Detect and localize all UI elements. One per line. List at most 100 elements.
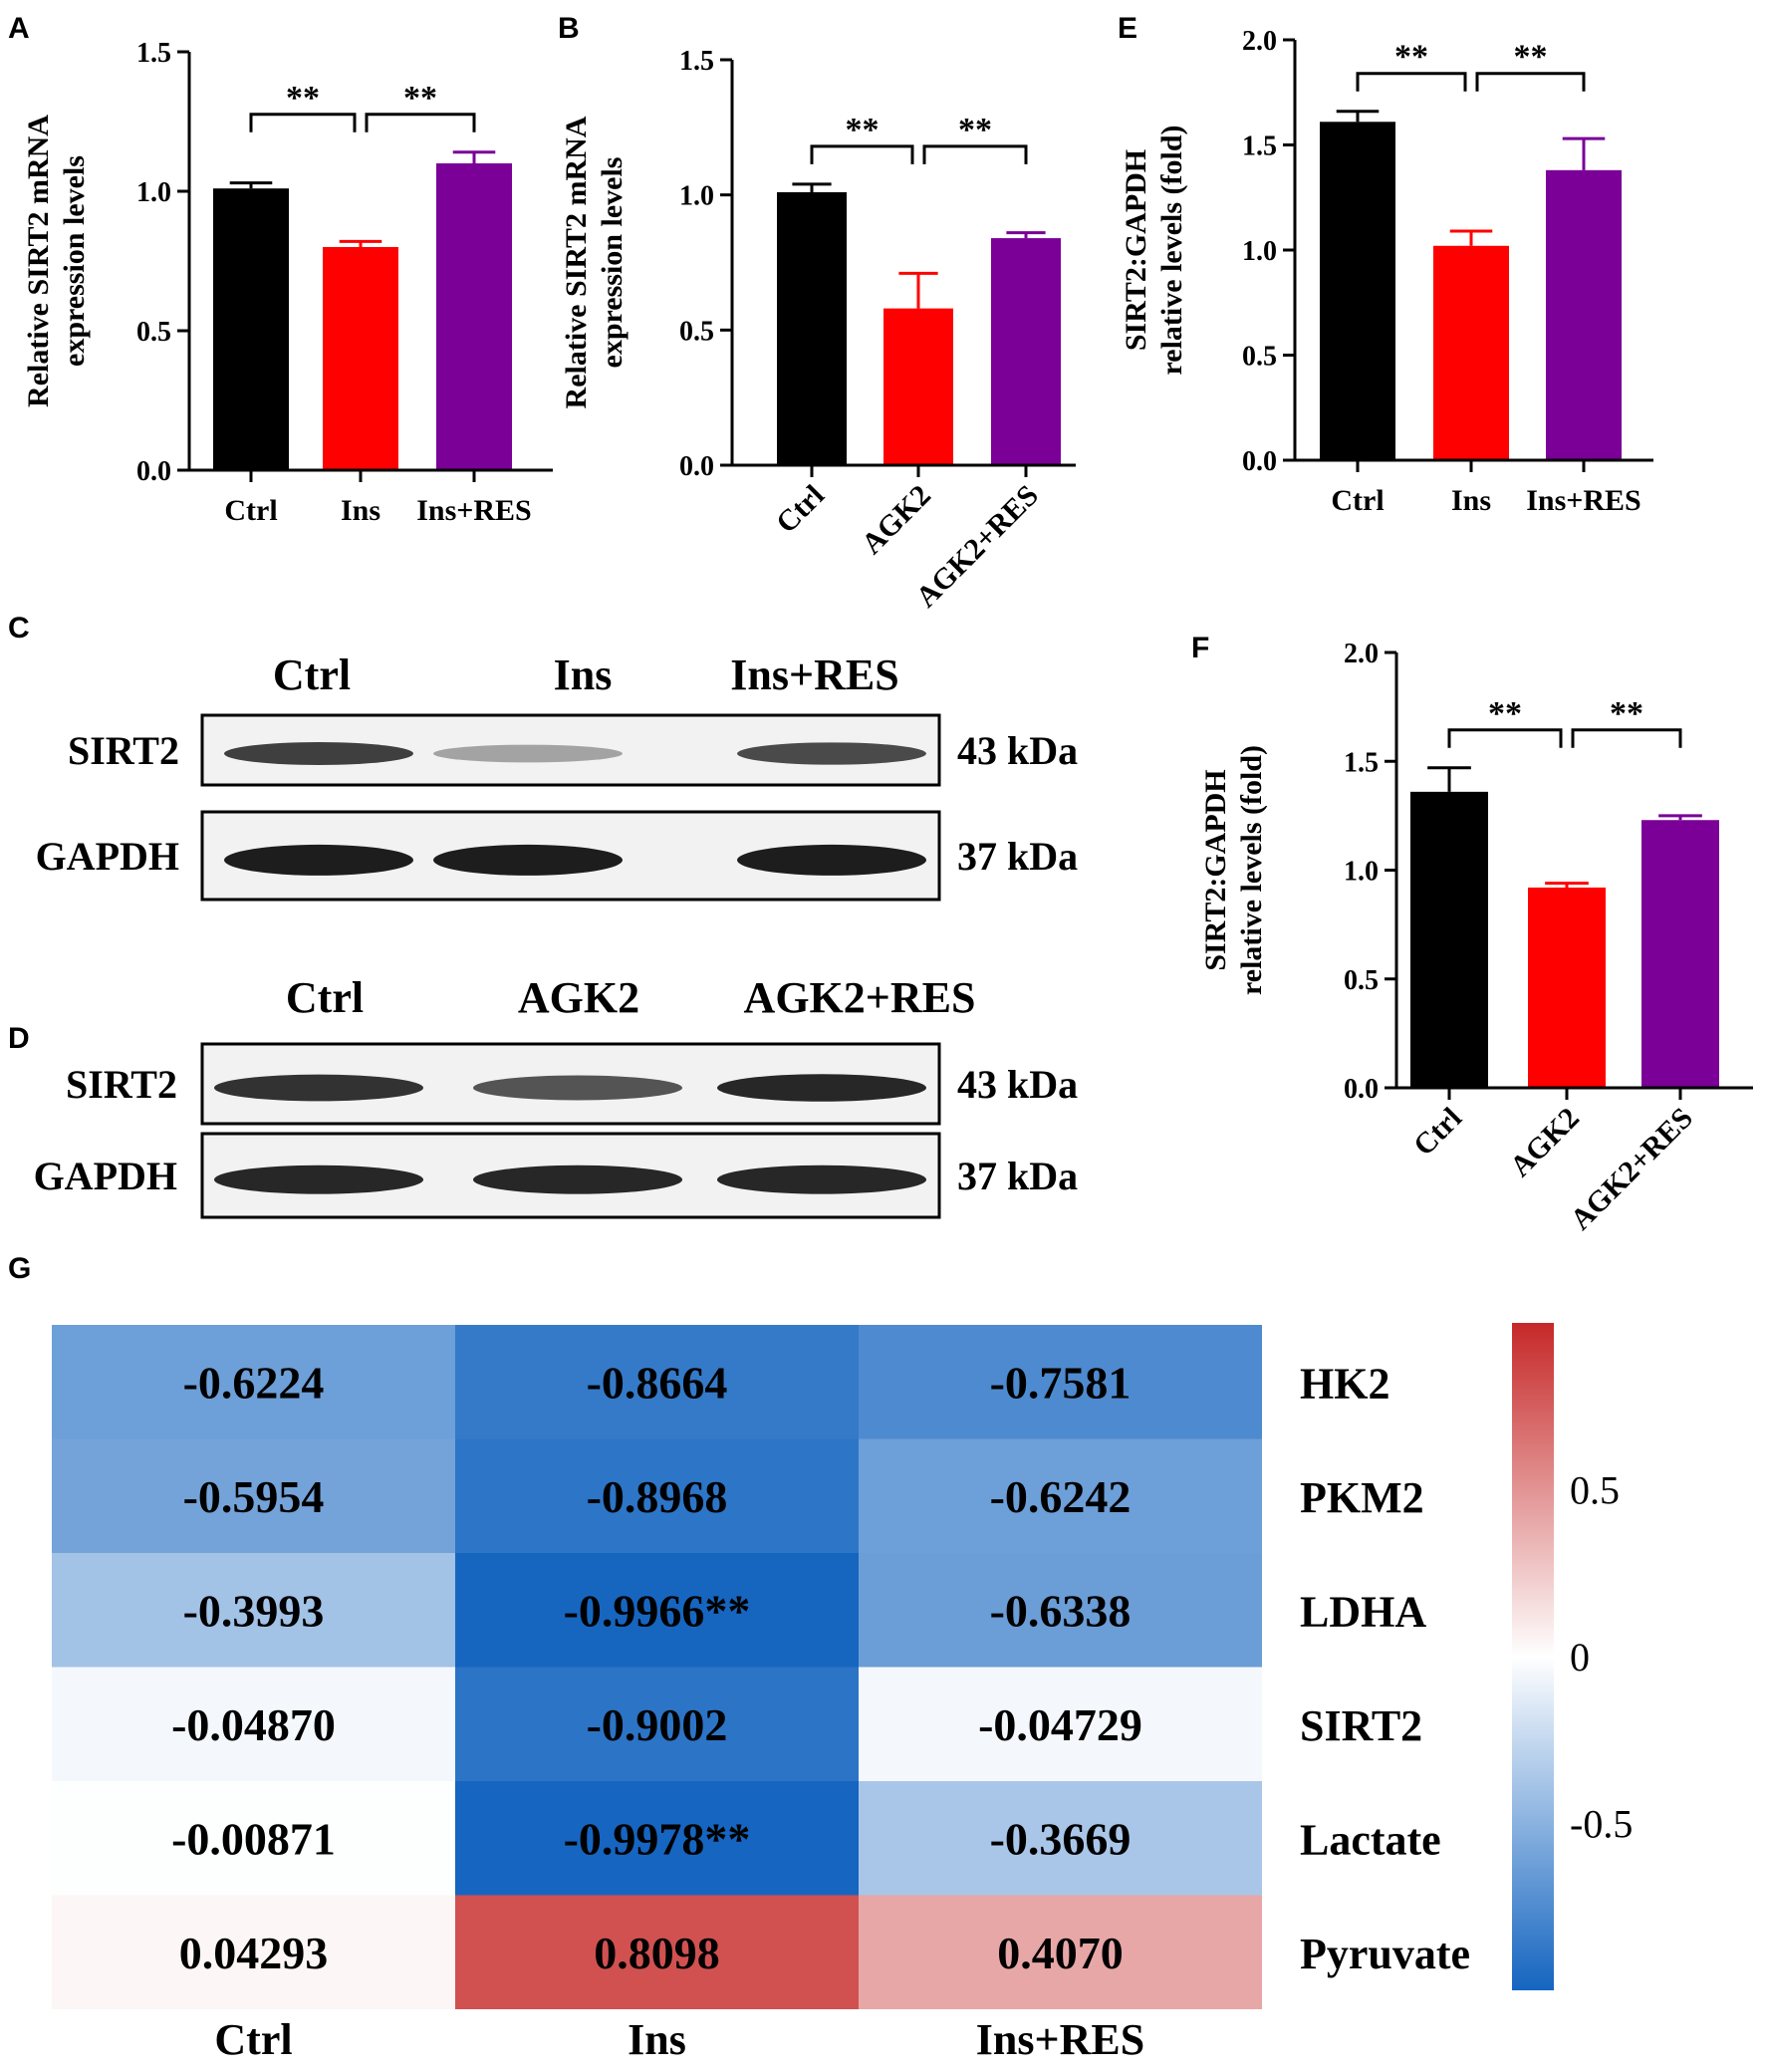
lane-label: AGK2 xyxy=(518,973,639,1022)
significance-bracket xyxy=(1447,728,1563,748)
significance-label: ** xyxy=(1488,695,1522,732)
x-tick-label: Ins+RES xyxy=(1526,484,1641,517)
x-tick-label: Ctrl xyxy=(770,479,831,540)
protein-label: GAPDH xyxy=(36,834,179,879)
heatmap-cell-value: -0.8664 xyxy=(587,1357,728,1408)
y-axis-title: Relative SIRT2 mRNA xyxy=(22,115,55,407)
protein-band xyxy=(224,742,413,765)
y-axis-title: Relative SIRT2 mRNA xyxy=(560,116,593,408)
heatmap-cell-value: -0.3993 xyxy=(183,1585,325,1636)
panel-letter-d: D xyxy=(8,1022,30,1055)
y-tick-label: 0.5 xyxy=(1242,342,1277,373)
heatmap-cell xyxy=(455,1325,859,1439)
heatmap-column-label: Ins xyxy=(628,2015,686,2064)
heatmap-cell xyxy=(859,1895,1262,2009)
bar xyxy=(436,163,512,470)
y-tick-label: 0.0 xyxy=(1344,1074,1379,1105)
y-tick-label: 1.0 xyxy=(136,177,171,208)
y-tick-label: 1.0 xyxy=(679,181,714,212)
heatmap-cell-value: -0.6224 xyxy=(183,1357,325,1408)
y-tick-label: 0.0 xyxy=(679,451,714,482)
heatmap-cell xyxy=(859,1325,1262,1439)
bar xyxy=(323,247,398,470)
heatmap-cell-value: -0.9978** xyxy=(564,1813,751,1864)
protein-label: GAPDH xyxy=(34,1154,177,1198)
significance-label: ** xyxy=(1610,695,1643,732)
heatmap-cell-value: -0.00871 xyxy=(171,1813,336,1864)
lane-label: Ctrl xyxy=(286,973,364,1022)
molecular-weight-label: 43 kDa xyxy=(957,728,1078,773)
significance-bracket xyxy=(810,144,914,164)
panel-letter-a: A xyxy=(8,12,30,45)
heatmap-cell-value: 0.8098 xyxy=(594,1928,720,1978)
y-tick-label: 0.5 xyxy=(136,317,171,348)
significance-label: ** xyxy=(1514,39,1548,76)
protein-band xyxy=(224,844,413,876)
bar xyxy=(213,188,289,470)
protein-band xyxy=(214,1074,423,1102)
significance-label: ** xyxy=(846,112,880,148)
y-tick-label: 2.0 xyxy=(1242,26,1277,57)
protein-band xyxy=(737,844,926,876)
bar xyxy=(1546,169,1622,460)
heatmap-cell xyxy=(455,1667,859,1781)
heatmap-cell xyxy=(52,1325,455,1439)
x-tick-label: Ctrl xyxy=(1407,1102,1468,1163)
y-tick-label: 1.5 xyxy=(679,46,714,77)
lane-label: Ins+RES xyxy=(730,650,898,699)
heatmap-cell-value: -0.9966** xyxy=(564,1585,751,1636)
heatmap-cell-value: -0.6242 xyxy=(990,1471,1132,1522)
heatmap-cell xyxy=(455,1553,859,1668)
heatmap-cell-value: -0.04870 xyxy=(171,1699,336,1750)
heatmap-row-label: Pyruvate xyxy=(1300,1930,1470,1978)
western-blot-d: Ctrl AGK2 AGK2+RES SIRT2 43 kDa GAPDH 37 kDa xyxy=(34,973,1078,1219)
heatmap-cell xyxy=(859,1438,1262,1553)
panel-letter-c: C xyxy=(8,612,30,645)
heatmap-column-label: Ctrl xyxy=(214,2015,292,2064)
heatmap-cell-value: 0.4070 xyxy=(997,1928,1124,1978)
significance-bracket xyxy=(365,113,476,132)
bar xyxy=(1410,791,1488,1088)
x-tick-label: AGK2 xyxy=(856,479,937,561)
panel-letter-e: E xyxy=(1118,12,1137,45)
molecular-weight-label: 37 kDa xyxy=(957,1154,1078,1198)
y-tick-label: 0.5 xyxy=(1344,965,1379,996)
heatmap-cell xyxy=(52,1667,455,1781)
heatmap-cell-value: -0.3669 xyxy=(990,1813,1132,1864)
bar xyxy=(1320,122,1395,460)
protein-band xyxy=(214,1165,423,1194)
colorbar-tick-label: 0 xyxy=(1570,1635,1590,1680)
heatmap-cell-value: 0.04293 xyxy=(179,1928,329,1978)
heatmap-g: -0.6224 -0.8664 -0.7581 HK2 -0.5954 -0.8968 -0… xyxy=(52,1323,1633,2064)
heatmap-cell-value: -0.7581 xyxy=(990,1357,1132,1408)
heatmap-cell-value: -0.5954 xyxy=(183,1471,325,1522)
lane-label: Ins xyxy=(554,650,613,699)
y-tick-label: 1.5 xyxy=(1344,747,1379,778)
y-axis-title: expression levels xyxy=(58,155,91,367)
significance-bracket xyxy=(249,113,357,132)
bar-chart-a: 0.0 0.5 1.0 1.5 Ctrl Ins Ins+RES Relative SIRT2… xyxy=(22,38,553,527)
y-axis-title: SIRT2:GAPDH xyxy=(1199,769,1232,970)
x-tick-label: Ins+RES xyxy=(416,494,532,527)
bar xyxy=(1528,887,1606,1088)
significance-label: ** xyxy=(403,80,437,117)
y-tick-label: 2.0 xyxy=(1344,639,1379,669)
x-tick-label: Ins xyxy=(341,494,380,527)
heatmap-column-label: Ins+RES xyxy=(976,2015,1144,2064)
protein-band xyxy=(717,1074,926,1102)
bar xyxy=(1641,820,1719,1088)
heatmap-cell-value: -0.6338 xyxy=(990,1585,1132,1636)
lane-label: AGK2+RES xyxy=(744,973,976,1022)
significance-bracket xyxy=(922,144,1028,164)
protein-label: SIRT2 xyxy=(66,1062,177,1107)
bar xyxy=(1433,245,1509,460)
heatmap-cell xyxy=(52,1781,455,1896)
y-tick-label: 1.0 xyxy=(1344,857,1379,888)
bar-chart-e: 0.0 0.5 1.0 1.5 2.0 Ctrl Ins Ins+RES SIRT2:GAPDH… xyxy=(1120,26,1653,517)
significance-label: ** xyxy=(286,80,320,117)
heatmap-cell-value: -0.9002 xyxy=(587,1699,728,1750)
panel-letter-g: G xyxy=(8,1252,31,1285)
significance-bracket xyxy=(1356,72,1467,92)
